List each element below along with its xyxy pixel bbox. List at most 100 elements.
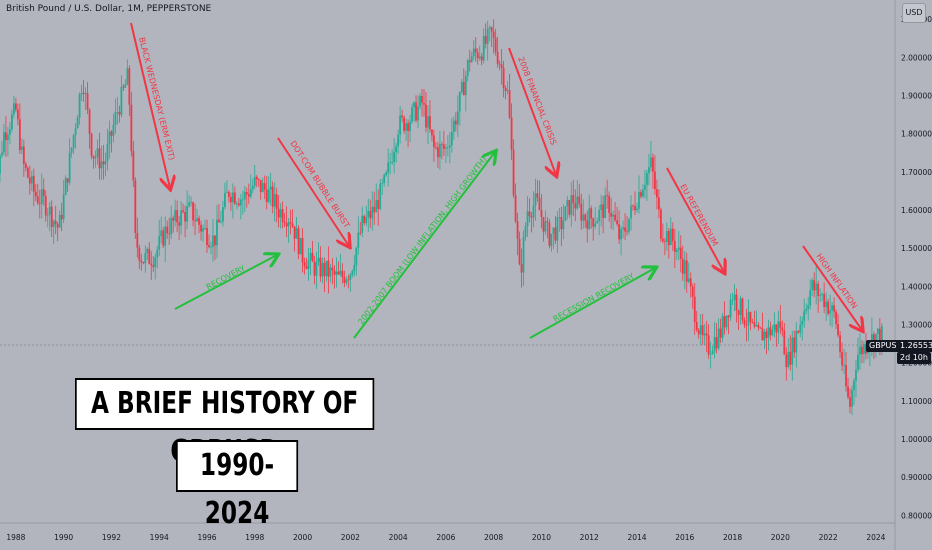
candle-body bbox=[279, 209, 282, 218]
candle-body bbox=[323, 262, 326, 277]
candle-body bbox=[437, 147, 439, 158]
candle-body bbox=[490, 27, 493, 32]
candle-body bbox=[48, 206, 51, 215]
candle-body bbox=[100, 161, 103, 169]
candle-body bbox=[574, 203, 577, 209]
candle-body bbox=[811, 280, 814, 291]
candle-body bbox=[441, 144, 443, 145]
candle-body bbox=[206, 228, 208, 246]
price-tag: 1.26553 bbox=[897, 340, 932, 352]
candle-body bbox=[464, 75, 467, 96]
candle-body bbox=[58, 214, 61, 228]
candle-body bbox=[618, 224, 620, 240]
price-axis[interactable]: 2.100002.000001.900001.800001.700001.600… bbox=[901, 15, 932, 520]
candle-body bbox=[222, 207, 224, 222]
candle-body bbox=[530, 216, 533, 218]
candle-body bbox=[417, 106, 419, 121]
candle-body bbox=[90, 133, 93, 156]
candle-body bbox=[407, 123, 409, 131]
candle-body bbox=[104, 161, 107, 165]
candle-body bbox=[377, 200, 380, 210]
candle-body bbox=[218, 219, 220, 223]
candle-body bbox=[249, 189, 252, 197]
price-tick-label: 1.80000 bbox=[901, 130, 932, 139]
candle-body bbox=[421, 95, 423, 103]
candle-body bbox=[285, 223, 288, 227]
candle-body bbox=[779, 321, 782, 328]
candle-body bbox=[357, 232, 360, 248]
price-tick-label: 0.80000 bbox=[901, 511, 932, 520]
candle-body bbox=[452, 120, 455, 133]
candle-body bbox=[80, 92, 83, 94]
candle-body bbox=[14, 103, 17, 110]
candle-body bbox=[44, 196, 47, 216]
candle-body bbox=[34, 191, 37, 197]
arrow-boom bbox=[353, 152, 495, 339]
candle-body bbox=[773, 324, 776, 330]
candle-body bbox=[1, 152, 3, 156]
candle-body bbox=[733, 294, 736, 300]
candle-body bbox=[701, 325, 704, 336]
candle-body bbox=[568, 200, 571, 215]
candle-body bbox=[596, 221, 599, 224]
candle-body bbox=[176, 210, 179, 223]
candle-body bbox=[775, 324, 778, 333]
candle-body bbox=[821, 293, 824, 295]
candle-body bbox=[661, 238, 664, 242]
candle-body bbox=[454, 120, 457, 125]
candle-body bbox=[26, 167, 29, 178]
candle-body bbox=[460, 82, 463, 92]
candle-body bbox=[761, 328, 764, 341]
candle-body bbox=[594, 223, 597, 227]
candle-body bbox=[94, 157, 97, 159]
time-axis[interactable]: 1988 1990 1992 1994 1996 1998 2000 2002 2004 2006… bbox=[6, 533, 885, 542]
candle-body bbox=[657, 197, 660, 210]
price-tick-label: 0.90000 bbox=[901, 473, 932, 482]
candle-body bbox=[448, 145, 451, 148]
candle-body bbox=[287, 222, 290, 227]
candle-body bbox=[359, 232, 362, 234]
candle-body bbox=[387, 162, 390, 173]
candle-body bbox=[226, 192, 228, 194]
candle-body bbox=[763, 331, 766, 341]
candle-body bbox=[132, 151, 135, 181]
candle-body bbox=[667, 231, 670, 246]
candle-body bbox=[765, 331, 768, 339]
candle-body bbox=[341, 270, 344, 277]
candle-body bbox=[337, 271, 340, 275]
currency-button[interactable]: USD bbox=[902, 3, 926, 23]
candle-body bbox=[550, 233, 553, 246]
candle-body bbox=[516, 221, 519, 239]
candle-body bbox=[283, 221, 286, 224]
candle-body bbox=[476, 52, 479, 59]
candle-body bbox=[538, 197, 541, 211]
candle-body bbox=[809, 290, 812, 306]
candle-body bbox=[843, 365, 845, 366]
candle-body bbox=[128, 68, 131, 105]
candle-body bbox=[98, 148, 101, 169]
candle-body bbox=[152, 265, 155, 267]
candle-body bbox=[755, 325, 758, 327]
candle-body bbox=[747, 312, 750, 326]
candle-body bbox=[20, 146, 23, 151]
candle-body bbox=[588, 208, 591, 229]
candle-body bbox=[56, 224, 59, 228]
candle-body bbox=[556, 217, 559, 241]
countdown-tag: 2d 10h bbox=[897, 352, 931, 364]
candle-body bbox=[554, 227, 557, 241]
candle-body bbox=[566, 200, 569, 207]
candle-body bbox=[590, 208, 593, 219]
candle-body bbox=[799, 324, 802, 333]
candle-body bbox=[677, 247, 680, 250]
time-tick-label: 2010 bbox=[532, 533, 551, 542]
candle-body bbox=[817, 283, 820, 296]
candle-body bbox=[12, 103, 15, 115]
candle-body bbox=[723, 316, 726, 328]
candle-body bbox=[510, 117, 513, 150]
candle-body bbox=[741, 298, 744, 321]
candle-body bbox=[18, 119, 21, 151]
candle-body bbox=[367, 210, 370, 218]
candle-body bbox=[825, 301, 828, 307]
candle-body bbox=[36, 196, 39, 203]
